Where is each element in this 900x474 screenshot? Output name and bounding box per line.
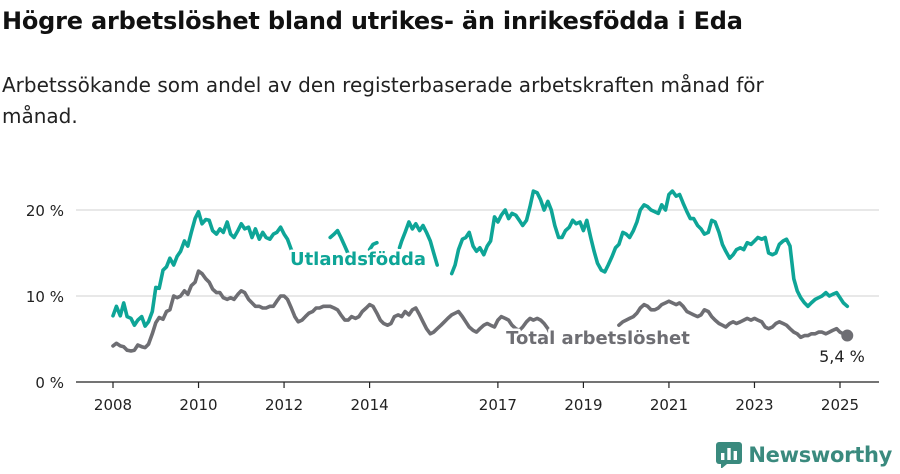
series-label-total: Total arbetslöshet	[506, 328, 690, 349]
x-tick-label: 2021	[650, 396, 688, 414]
end-value-label: 5,4 %	[819, 347, 865, 366]
y-tick-label: 10 %	[26, 288, 64, 306]
brand-name: Newsworthy	[748, 443, 892, 467]
series-line-utlandsfodda	[397, 220, 439, 267]
chart-title: Högre arbetslöshet bland utrikes- än inr…	[2, 7, 743, 35]
series-line-utlandsfodda	[111, 209, 297, 328]
series-label-total-halo: Total arbetslöshet	[506, 328, 690, 349]
x-tick-label: 2025	[821, 396, 859, 414]
series-line-total	[617, 299, 850, 340]
end-point-marker	[841, 329, 854, 342]
series-label-utlandsfodda: Utlandsfödda	[290, 249, 426, 270]
newsworthy-logo: Newsworthy	[716, 442, 892, 468]
x-tick-label: 2023	[735, 396, 773, 414]
x-tick-label: 2010	[179, 396, 217, 414]
series-line-utlandsfodda	[367, 240, 379, 252]
x-tick-label: 2012	[265, 396, 303, 414]
grid-layer	[76, 209, 879, 388]
series-line-total	[111, 269, 554, 353]
series-line-utlandsfodda	[449, 189, 850, 309]
x-tick-label: 2014	[350, 396, 388, 414]
chart-subtitle: Arbetssökande som andel av den registerb…	[2, 73, 764, 128]
series-label-utlandsfodda-halo: Utlandsfödda	[290, 249, 426, 270]
line-layer	[111, 189, 850, 353]
y-tick-label: 20 %	[26, 202, 64, 220]
y-tick-label: 0 %	[35, 374, 64, 392]
label-layer: 0 % 10 % 20 % 2008 2010 2012 2014 2017 2019 2021 2…	[26, 202, 865, 414]
bar-chart-icon	[716, 442, 743, 468]
series-line-utlandsfodda	[328, 228, 350, 256]
x-tick-label: 2019	[564, 396, 602, 414]
x-tick-label: 2017	[479, 396, 517, 414]
x-tick-label: 2008	[94, 396, 132, 414]
